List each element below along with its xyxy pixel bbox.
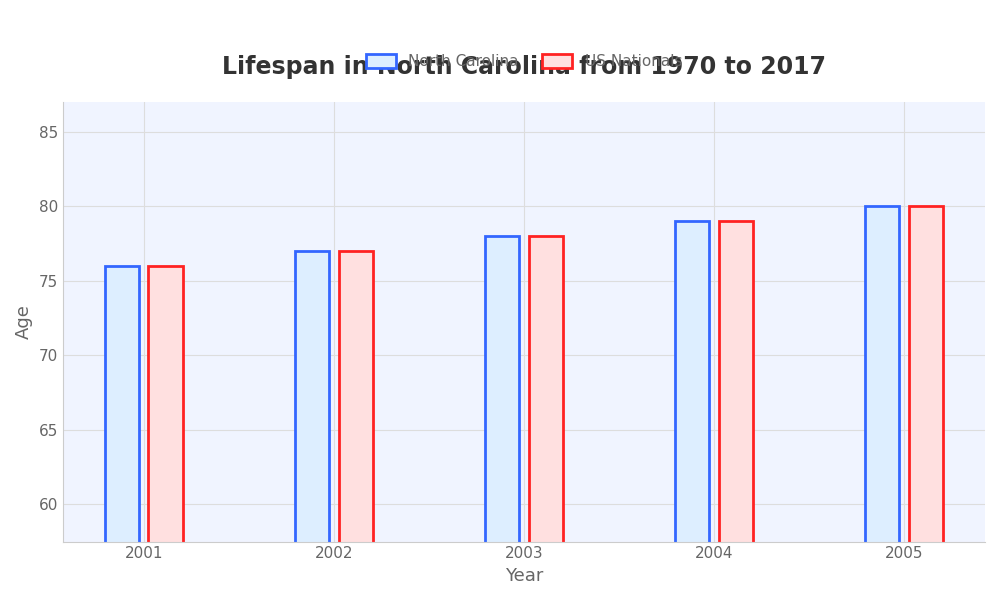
Title: Lifespan in North Carolina from 1970 to 2017: Lifespan in North Carolina from 1970 to … [222, 55, 826, 79]
Bar [909, 206, 943, 600]
Bar [719, 221, 753, 600]
Bar [485, 236, 519, 600]
Bar [675, 221, 709, 600]
Bar [148, 266, 183, 600]
Bar [529, 236, 563, 600]
Legend: North Carolina, US Nationals: North Carolina, US Nationals [360, 48, 688, 76]
Bar [105, 266, 139, 600]
Y-axis label: Age: Age [15, 304, 33, 339]
Bar [865, 206, 899, 600]
Bar [339, 251, 373, 600]
X-axis label: Year: Year [505, 567, 543, 585]
Bar [295, 251, 329, 600]
